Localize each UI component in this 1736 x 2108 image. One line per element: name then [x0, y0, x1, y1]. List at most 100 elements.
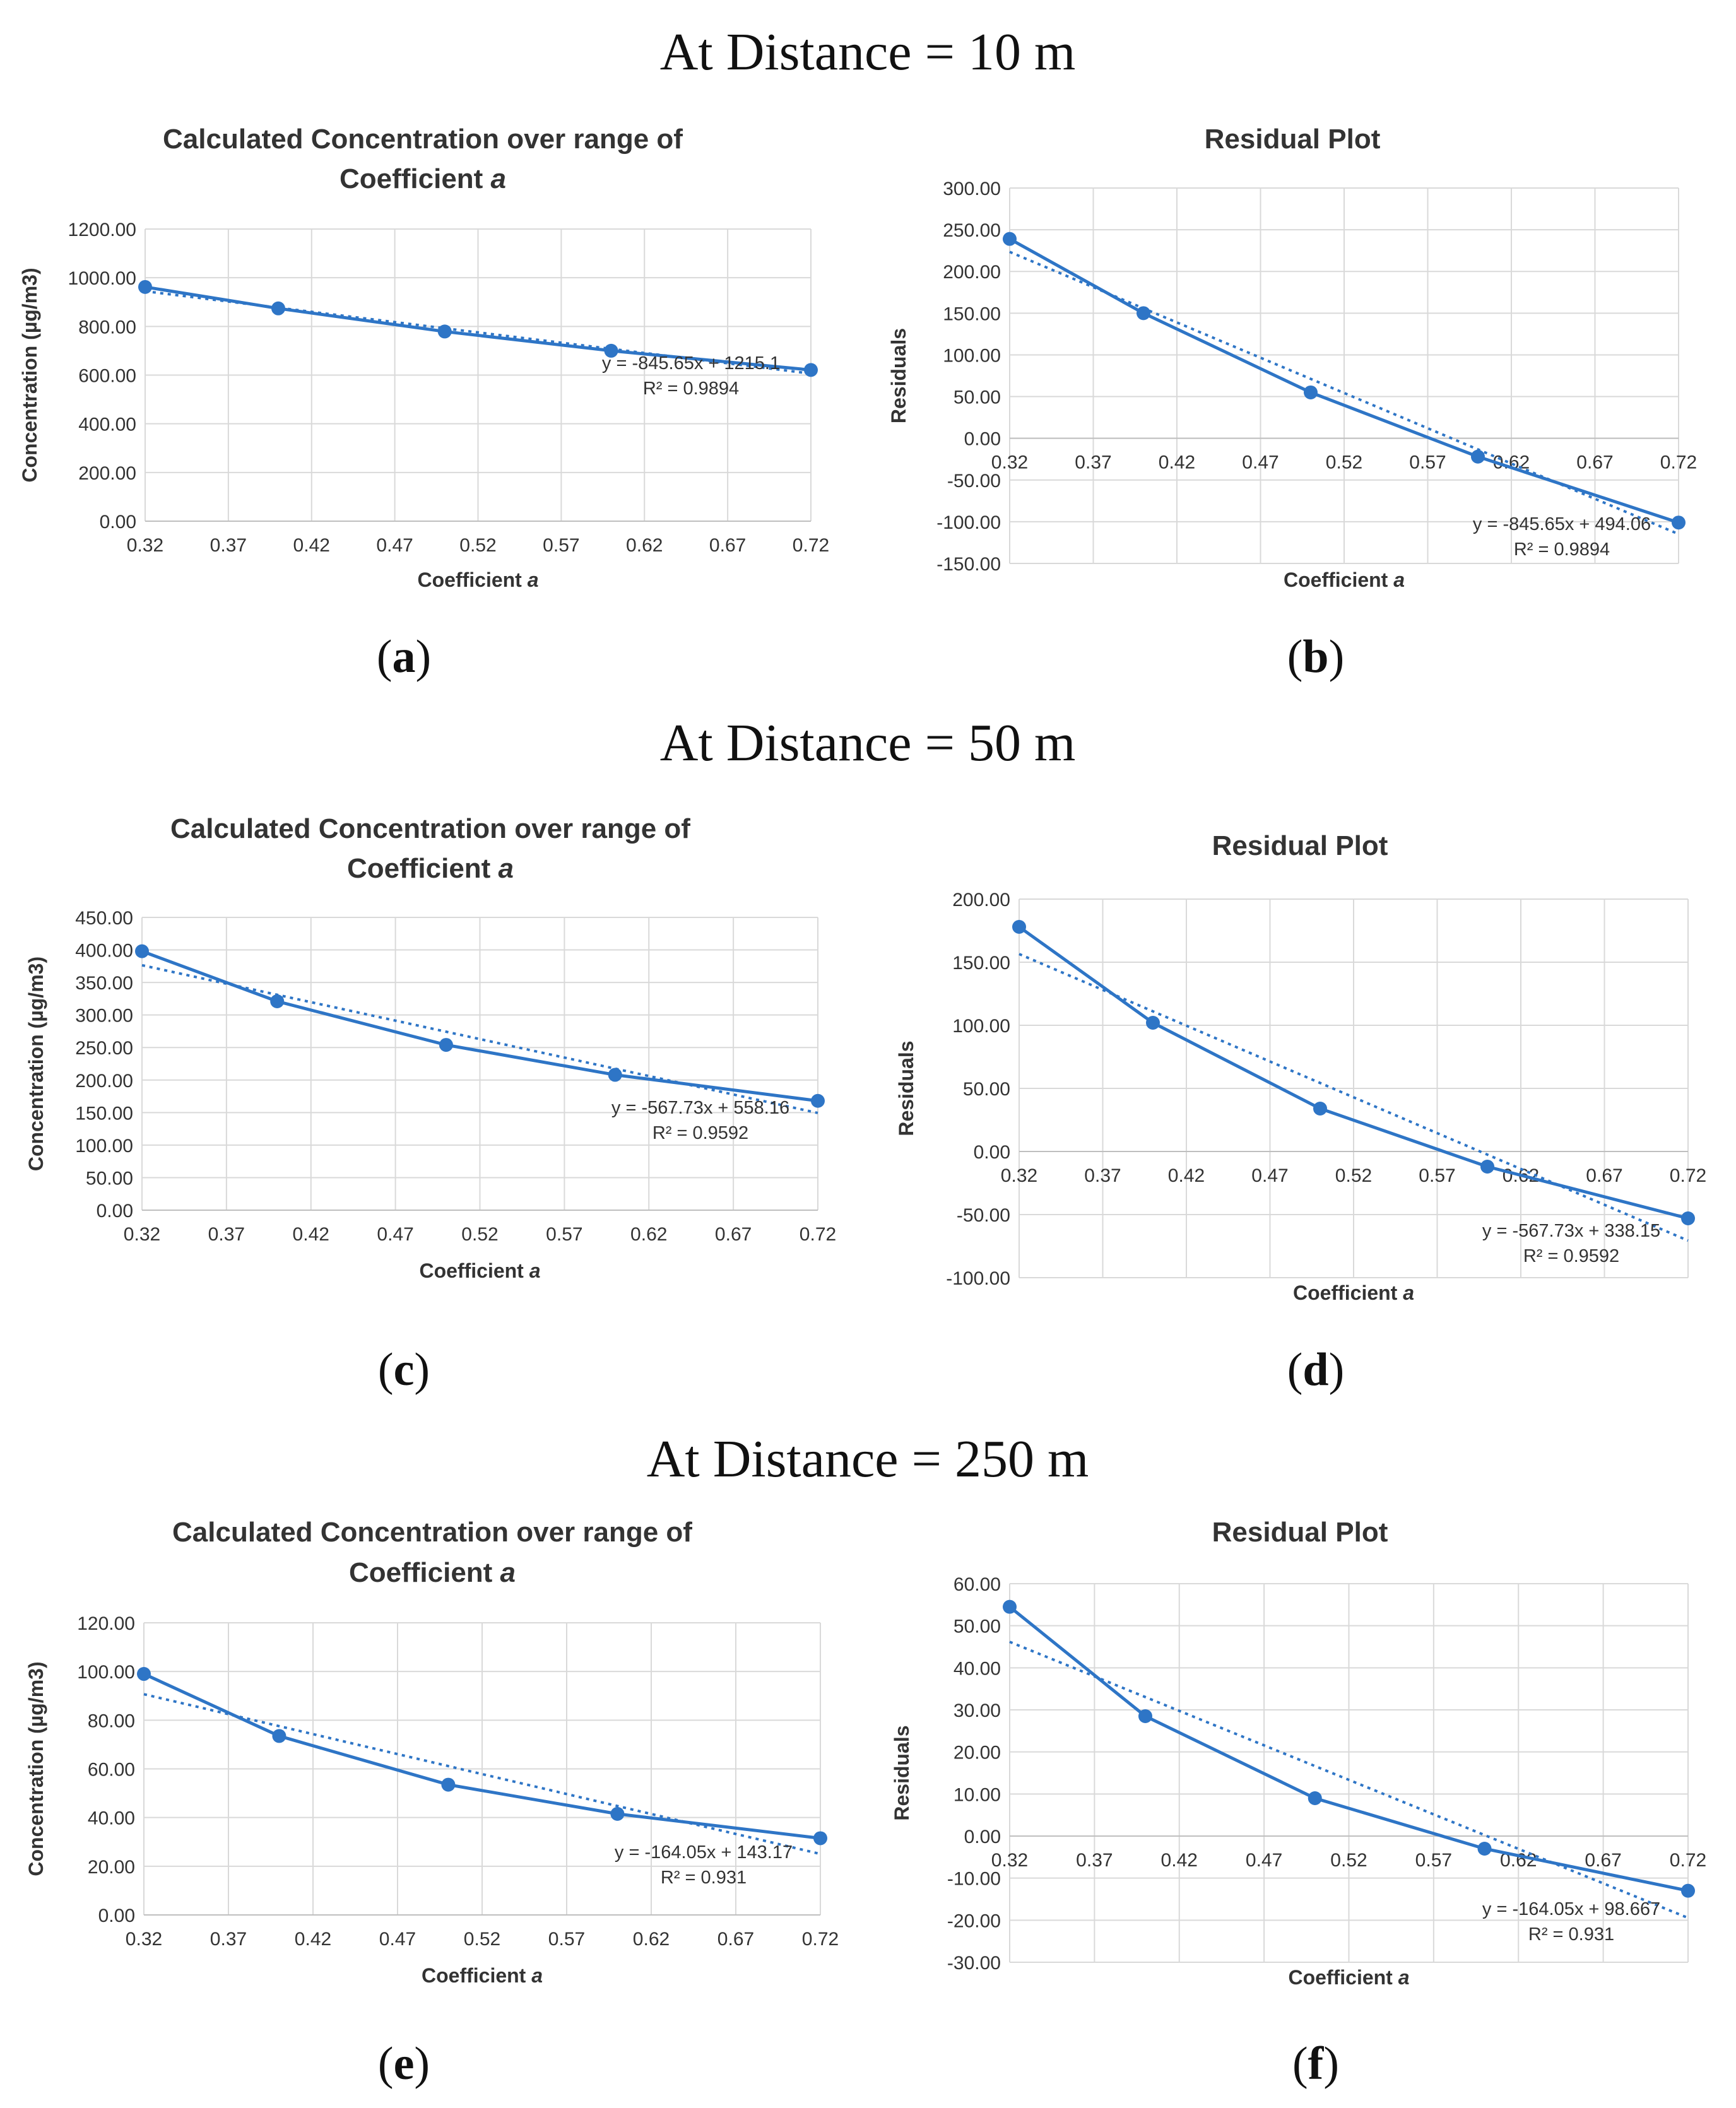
x-tick-label: 0.67 [717, 1929, 754, 1950]
x-axis-label-word: Coefficient [419, 1259, 529, 1282]
x-tick-label: 0.52 [1335, 1165, 1372, 1186]
x-tick-label: 0.72 [800, 1224, 836, 1245]
y-tick-label: 120.00 [77, 1613, 135, 1634]
data-point [804, 363, 818, 377]
x-tick-label: 0.32 [126, 1929, 162, 1950]
y-tick-label: 200.00 [952, 890, 1010, 910]
x-tick-label: 0.47 [377, 1224, 413, 1245]
x-tick-label: 0.67 [1576, 452, 1613, 473]
chart-title: Residual Plot [1212, 1517, 1388, 1548]
x-tick-label: 0.67 [1586, 1165, 1622, 1186]
x-tick-label: 0.52 [459, 535, 496, 556]
y-tick-label: 150.00 [952, 953, 1010, 974]
y-tick-label: 50.00 [963, 1079, 1010, 1100]
data-point [811, 1093, 825, 1108]
chart-title-symbol: a [499, 853, 514, 884]
x-axis-label: Coefficient a [1284, 568, 1405, 591]
x-tick-label: 0.52 [1326, 452, 1362, 473]
data-point [439, 1038, 453, 1052]
x-tick-label: 0.47 [1246, 1850, 1282, 1871]
y-tick-label: 0.00 [964, 1827, 1001, 1847]
chart-title: Residual Plot [1212, 830, 1388, 861]
x-tick-label: 0.67 [715, 1224, 752, 1245]
y-tick-label: -100.00 [936, 512, 1001, 533]
y-tick-label: 400.00 [75, 941, 133, 962]
x-axis-label: Coefficient a [417, 568, 538, 591]
y-tick-label: 150.00 [75, 1103, 133, 1124]
chart-title: Calculated Concentration over range of [163, 124, 683, 155]
x-tick-label: 0.47 [1251, 1165, 1288, 1186]
y-tick-label: 100.00 [943, 345, 1001, 366]
y-axis-label: Residuals [895, 1040, 918, 1136]
chart-title: Residual Plot [1205, 124, 1381, 155]
panel-label-letter: b [1302, 631, 1328, 683]
x-axis-label-word: Coefficient [422, 1964, 531, 1987]
section-title-10m: At Distance = 10 m [660, 23, 1076, 81]
x-tick-label: 0.52 [1330, 1850, 1367, 1871]
x-axis-label: Coefficient a [1293, 1281, 1414, 1304]
x-tick-label: 0.42 [1161, 1850, 1198, 1871]
data-point [137, 1667, 151, 1681]
y-tick-label: -20.00 [947, 1911, 1001, 1931]
panel-label-paren: ( [1287, 631, 1303, 683]
y-tick-label: 20.00 [88, 1857, 135, 1878]
x-tick-label: 0.37 [208, 1224, 245, 1245]
panel-label: (c) [378, 1344, 430, 1396]
trendline-equation: y = -567.73x + 558.16 [611, 1098, 789, 1118]
x-tick-label: 0.72 [802, 1929, 839, 1950]
y-axis-label: Residuals [887, 328, 910, 423]
y-tick-label: 300.00 [75, 1006, 133, 1027]
y-tick-label: 300.00 [943, 179, 1001, 199]
y-tick-label: -50.00 [957, 1205, 1010, 1226]
x-axis-label-symbol: a [531, 1964, 543, 1987]
y-tick-label: 1200.00 [68, 220, 136, 240]
y-tick-label: 100.00 [952, 1016, 1010, 1037]
x-axis-label: Coefficient a [422, 1964, 543, 1987]
trendline-r-squared: R² = 0.931 [1528, 1924, 1614, 1945]
data-point [138, 280, 152, 294]
panel-label-paren: ( [1292, 2038, 1308, 2090]
y-tick-label: 50.00 [954, 387, 1001, 408]
data-point [270, 994, 285, 1009]
panel-label-paren: ) [1329, 631, 1345, 683]
y-tick-label: 1000.00 [68, 268, 136, 289]
panel-label-paren: ( [1287, 1344, 1303, 1396]
x-tick-label: 0.57 [548, 1929, 585, 1950]
x-tick-label: 0.67 [1585, 1850, 1621, 1871]
chart-title-word: Coefficient [349, 1557, 500, 1588]
chart-panel-c: 0.00 50.00 100.00 150.00 200.00 250.00 300.00 3… [25, 813, 836, 1396]
data-point [1138, 1709, 1152, 1723]
x-tick-label: 0.62 [630, 1224, 667, 1245]
y-tick-label: 150.00 [943, 303, 1001, 324]
x-tick-label: 0.52 [464, 1929, 500, 1950]
x-axis-label-word: Coefficient [1293, 1281, 1403, 1304]
y-tick-label: -150.00 [936, 554, 1001, 575]
panel-label-paren: ) [1323, 2038, 1339, 2090]
y-axis-label: Residuals [890, 1725, 913, 1820]
x-axis-label-word: Coefficient [417, 568, 527, 591]
trendline-r-squared: R² = 0.9894 [643, 379, 739, 399]
panel-label-paren: ) [414, 2038, 430, 2090]
chart-title: Calculated Concentration over range of [170, 813, 690, 844]
trendline [145, 290, 812, 375]
panel-label-letter: c [394, 1344, 415, 1396]
x-tick-label: 0.32 [127, 535, 163, 556]
chart-title-word: Coefficient [347, 853, 499, 884]
y-tick-label: 0.00 [100, 512, 136, 533]
panel-label-paren: ) [414, 1344, 430, 1396]
x-tick-label: 0.72 [1670, 1165, 1706, 1186]
data-point [1003, 232, 1017, 246]
chart-title-line2: Coefficient a [340, 163, 506, 194]
data-point [813, 1831, 827, 1846]
panel-label-paren: ) [1329, 1344, 1345, 1396]
x-tick-label: 0.32 [991, 1850, 1028, 1871]
x-tick-label: 0.42 [1168, 1165, 1205, 1186]
trendline-r-squared: R² = 0.9592 [1523, 1246, 1619, 1266]
data-point [1477, 1842, 1492, 1856]
data-point [1003, 1599, 1017, 1614]
y-tick-label: 0.00 [98, 1905, 135, 1926]
chart-title-line2: Coefficient a [349, 1557, 516, 1588]
x-tick-label: 0.62 [633, 1929, 670, 1950]
y-tick-label: 50.00 [86, 1168, 133, 1189]
panel-label: (a) [377, 631, 431, 683]
